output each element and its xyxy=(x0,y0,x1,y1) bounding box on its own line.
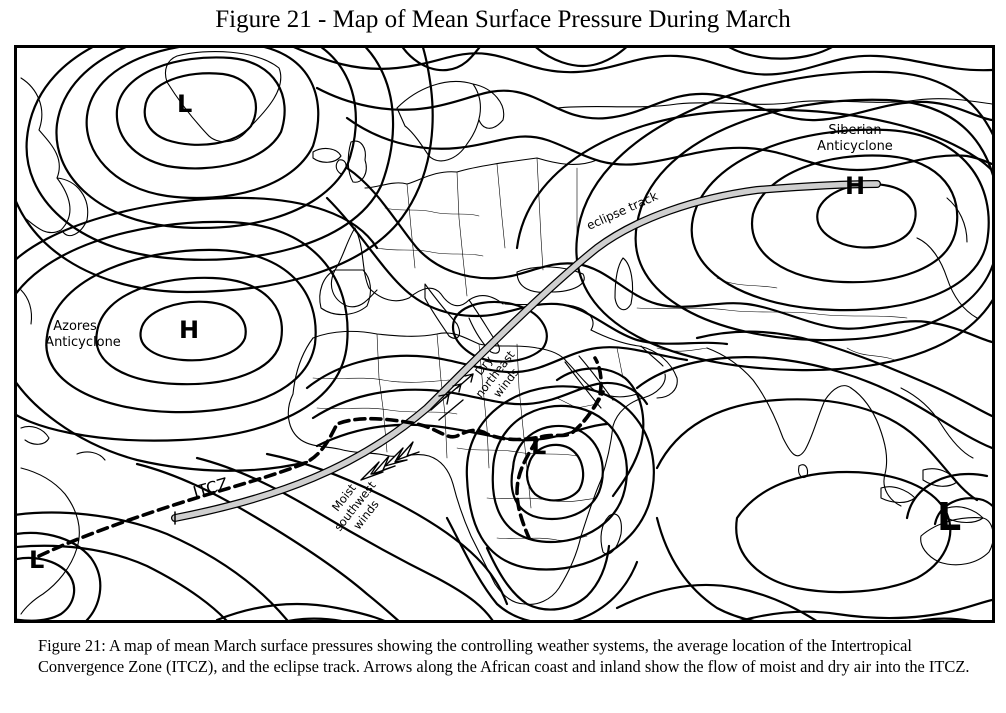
high-azores-label: H xyxy=(179,316,199,344)
pressure-map: L H H L L L Siberian Anticyclone Azores … xyxy=(14,45,995,623)
figure-title: Figure 21 - Map of Mean Surface Pressure… xyxy=(215,6,791,33)
dry-wind-arrows xyxy=(430,373,474,421)
siberian-label-line1: Siberian xyxy=(828,123,881,138)
low-north-atlantic-label: L xyxy=(177,90,192,118)
siberian-label-line2: Anticyclone xyxy=(817,139,893,154)
low-south-atlantic-label: L xyxy=(29,546,44,574)
high-siberia-label: H xyxy=(845,172,865,200)
isobars xyxy=(17,48,992,620)
map-canvas: L H H L L L Siberian Anticyclone Azores … xyxy=(17,48,992,620)
eclipse-track xyxy=(171,180,881,525)
figure-caption: Figure 21: A map of mean March surface p… xyxy=(38,636,970,676)
low-australia-label: L xyxy=(937,495,961,539)
moist-wind-arrows xyxy=(360,441,420,481)
itcz-label: ITCZ xyxy=(191,474,231,502)
coastlines xyxy=(20,50,992,615)
itcz-line xyxy=(37,356,605,558)
azores-label-line1: Azores xyxy=(53,319,97,334)
eclipse-track-label: eclipse track xyxy=(585,189,660,233)
pressure-centers: L H H L L L xyxy=(29,90,961,574)
low-east-africa-label: L xyxy=(531,432,546,460)
azores-label-line2: Anticyclone xyxy=(45,335,121,350)
